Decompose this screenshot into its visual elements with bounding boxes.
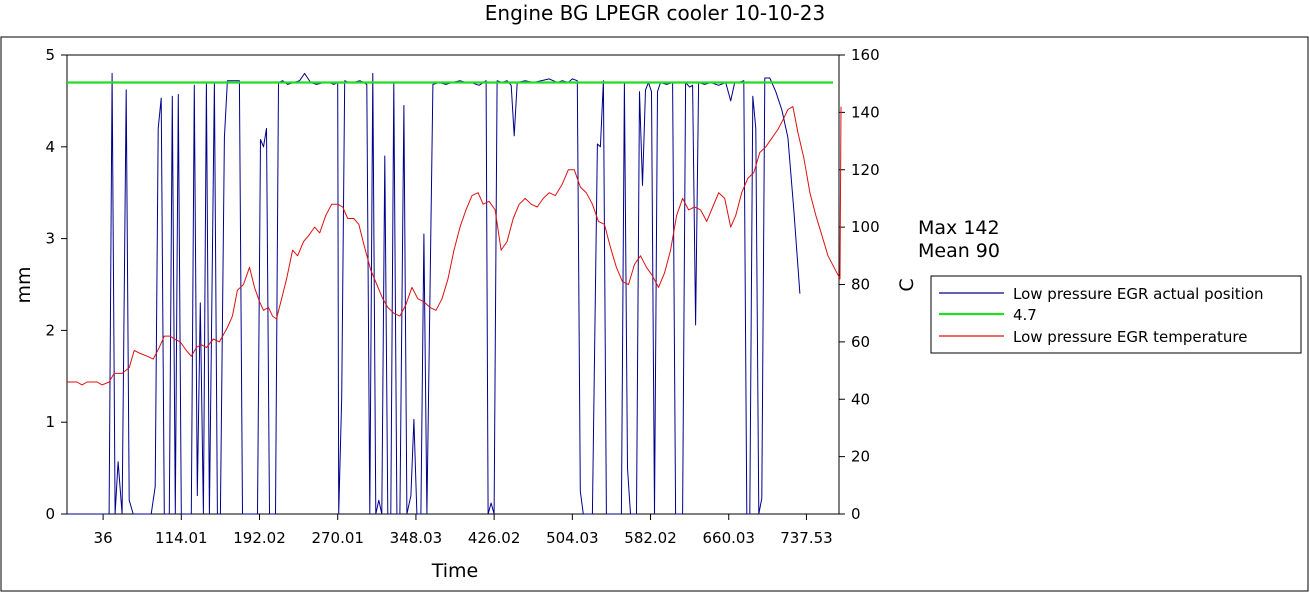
right-y-tick-label: 20 <box>851 448 870 466</box>
left-y-axis-ticks: 0 1 2 3 4 5 <box>45 46 67 523</box>
stat-max: Max 142 <box>918 217 1000 239</box>
legend-label-egr-position: Low pressure EGR actual position <box>1013 285 1264 303</box>
legend: Low pressure EGR actual position 4.7 Low… <box>930 275 1302 354</box>
right-y-tick-label: 100 <box>851 218 880 236</box>
x-tick-label: 660.03 <box>702 529 755 547</box>
right-y-tick-label: 60 <box>851 333 870 351</box>
plot-area <box>67 55 839 514</box>
right-y-axis-ticks: 0 20 40 60 80 100 120 140 160 <box>839 46 880 523</box>
left-y-tick-label: 0 <box>45 505 55 523</box>
left-y-tick-label: 5 <box>45 46 55 64</box>
x-tick-label: 36 <box>94 529 113 547</box>
stat-mean: Mean 90 <box>918 240 1000 262</box>
right-y-tick-label: 120 <box>851 161 880 179</box>
x-axis-ticks: 36 114.01 192.02 270.01 348.03 426.02 504.03 58… <box>94 514 833 547</box>
x-tick-label: 114.01 <box>155 529 208 547</box>
x-tick-label: 582.02 <box>624 529 677 547</box>
right-y-tick-label: 80 <box>851 276 870 294</box>
x-tick-label: 426.02 <box>468 529 521 547</box>
x-tick-label: 192.02 <box>233 529 286 547</box>
chart-title: Engine BG LPEGR cooler 10-10-23 <box>485 1 825 25</box>
legend-label-threshold: 4.7 <box>1013 306 1037 324</box>
legend-label-egr-temperature: Low pressure EGR temperature <box>1013 328 1247 346</box>
left-y-axis-title: mm <box>13 266 35 303</box>
right-y-tick-label: 40 <box>851 390 870 408</box>
x-axis-title: Time <box>431 560 479 582</box>
right-y-tick-label: 160 <box>851 46 880 64</box>
x-tick-label: 737.53 <box>780 529 833 547</box>
right-y-axis-title: C <box>896 278 918 291</box>
left-y-tick-label: 4 <box>45 138 55 156</box>
x-tick-label: 348.03 <box>390 529 443 547</box>
series-line-egr-temperature <box>67 106 842 386</box>
x-tick-label: 504.03 <box>546 529 599 547</box>
left-y-tick-label: 2 <box>45 321 55 339</box>
left-y-tick-label: 1 <box>45 413 55 431</box>
x-tick-label: 270.01 <box>311 529 364 547</box>
right-y-tick-label: 0 <box>851 505 861 523</box>
left-y-tick-label: 3 <box>45 230 55 248</box>
right-y-tick-label: 140 <box>851 103 880 121</box>
series-layer <box>67 72 842 515</box>
